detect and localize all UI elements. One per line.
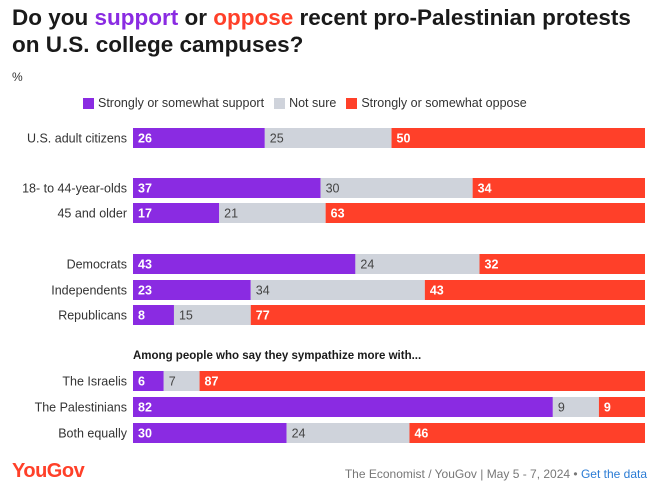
bar-segment-not-sure [250, 280, 425, 300]
bar-segment-support [133, 203, 220, 223]
value-label-not-sure: 9 [558, 401, 565, 415]
source-line: The Economist / YouGov | May 5 - 7, 2024… [345, 467, 647, 481]
value-label-support: 26 [138, 132, 152, 146]
row-label: Republicans [58, 309, 127, 323]
source-separator: • [570, 467, 581, 481]
value-label-support: 6 [138, 375, 145, 389]
title-prefix: Do you [12, 5, 95, 30]
value-label-support: 23 [138, 284, 152, 298]
legend-item-oppose: Strongly or somewhat oppose [346, 96, 527, 110]
value-label-not-sure: 30 [326, 182, 340, 196]
value-label-support: 37 [138, 182, 152, 196]
legend-label-support: Strongly or somewhat support [98, 96, 265, 110]
bar-segment-not-sure [355, 254, 480, 274]
row-label: U.S. adult citizens [27, 132, 127, 146]
legend-label-oppose: Strongly or somewhat oppose [361, 96, 527, 110]
row-label: 18- to 44-year-olds [22, 182, 127, 196]
value-label-oppose: 32 [485, 258, 499, 272]
value-label-not-sure: 21 [224, 207, 238, 221]
legend-item-support: Strongly or somewhat support [83, 96, 264, 110]
bar-segment-oppose [479, 254, 645, 274]
bar-segment-oppose [472, 178, 645, 198]
value-label-not-sure: 34 [256, 284, 270, 298]
value-label-support: 82 [138, 401, 152, 415]
bar-segment-support [133, 305, 174, 325]
bar-segment-support [133, 423, 287, 443]
unit-label: % [12, 70, 23, 84]
value-label-oppose: 9 [604, 401, 611, 415]
legend-swatch-not-sure [274, 97, 286, 109]
value-label-support: 8 [138, 309, 145, 323]
bar-segment-not-sure [219, 203, 326, 223]
value-label-oppose: 63 [331, 207, 345, 221]
legend: Strongly or somewhat support Not sure St… [83, 96, 537, 110]
value-label-not-sure: 24 [292, 427, 306, 441]
bar-segment-oppose [250, 305, 645, 325]
value-label-not-sure: 24 [360, 258, 374, 272]
bar-segment-not-sure [320, 178, 473, 198]
row-label: The Israelis [62, 375, 127, 389]
section-note: Among people who say they sympathize mor… [133, 350, 422, 362]
value-label-oppose: 46 [414, 427, 428, 441]
bar-segment-support [133, 397, 553, 417]
bar-segment-not-sure [264, 128, 392, 148]
source-text: The Economist / YouGov | May 5 - 7, 2024 [344, 467, 571, 481]
row-label: Independents [51, 284, 127, 298]
value-label-support: 30 [138, 427, 152, 441]
value-label-oppose: 50 [397, 132, 411, 146]
value-label-not-sure: 7 [169, 375, 176, 389]
legend-swatch-oppose [346, 97, 358, 109]
value-label-oppose: 77 [256, 309, 270, 323]
chart-title: Do you support or oppose recent pro-Pale… [12, 4, 642, 58]
bar-segment-oppose [391, 128, 645, 148]
bar-segment-not-sure [552, 397, 599, 417]
bar-segment-support [133, 254, 356, 274]
bar-segment-oppose [325, 203, 645, 223]
get-the-data-link[interactable]: Get the data [580, 467, 647, 481]
row-label: Democrats [67, 258, 127, 272]
bar-segment-support [133, 178, 321, 198]
bar-segment-oppose [598, 397, 645, 417]
bar-segment-not-sure [163, 371, 200, 391]
value-label-not-sure: 25 [270, 132, 284, 146]
bar-segment-not-sure [286, 423, 410, 443]
bar-segment-support [133, 280, 251, 300]
row-label: 45 and older [57, 207, 127, 221]
value-label-support: 17 [138, 207, 152, 221]
row-label: The Palestinians [35, 401, 127, 415]
bar-segment-oppose [199, 371, 645, 391]
value-label-oppose: 43 [430, 284, 444, 298]
value-label-support: 43 [138, 258, 152, 272]
legend-item-not-sure: Not sure [274, 96, 336, 110]
legend-swatch-support [83, 97, 94, 109]
value-label-not-sure: 15 [179, 309, 193, 323]
title-oppose-word: oppose [213, 5, 294, 30]
legend-label-not-sure: Not sure [289, 96, 337, 110]
yougov-logo: YouGov [12, 460, 85, 482]
bar-segment-support [133, 371, 164, 391]
title-suffix: recent pro-Palestinian protests on U.S. … [12, 5, 631, 57]
title-support-word: support [94, 5, 179, 30]
bar-segment-not-sure [173, 305, 251, 325]
value-label-oppose: 34 [478, 182, 492, 196]
bar-segment-oppose [409, 423, 645, 443]
value-label-oppose: 87 [205, 375, 219, 389]
row-label: Both equally [58, 427, 128, 441]
bar-segment-oppose [424, 280, 645, 300]
bar-segment-support [133, 128, 265, 148]
title-middle: or [178, 5, 214, 30]
